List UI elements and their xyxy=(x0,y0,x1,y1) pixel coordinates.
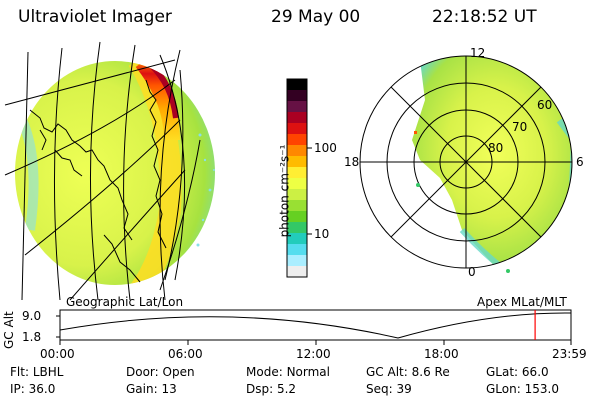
status-dsp: Dsp: 5.2 xyxy=(246,382,297,396)
emission-dot xyxy=(414,131,417,134)
status-ip: IP: 36.0 xyxy=(10,382,56,396)
colorbar-swatch xyxy=(287,233,307,245)
colorbar-swatch xyxy=(287,189,307,201)
emission-dot xyxy=(416,183,420,187)
geographic-map xyxy=(4,41,215,301)
colorbar-swatch xyxy=(287,90,307,102)
orbit-timeline xyxy=(56,309,572,345)
status-gc-alt: GC Alt: 8.6 Re xyxy=(366,365,450,379)
timeline-frame xyxy=(59,309,572,341)
emission-dot xyxy=(506,269,510,273)
colorbar-tick-label-100: 100 xyxy=(314,141,337,155)
instrument-title: Ultraviolet Imager xyxy=(18,7,172,27)
colorbar-tick-label-10: 10 xyxy=(314,227,330,241)
colorbar-swatch xyxy=(287,123,307,135)
colorbar-swatch xyxy=(287,112,307,124)
auroral-oval-emission xyxy=(135,61,180,141)
status-glon: GLon: 153.0 xyxy=(486,382,559,396)
colorbar-swatch xyxy=(287,79,307,91)
colorbar-swatch xyxy=(287,178,307,190)
colorbar xyxy=(286,78,312,278)
status-door: Door: Open xyxy=(126,365,195,379)
timeline-x-tick-2359: 23:59 xyxy=(552,347,587,361)
timeline-x-tick-1200: 12:00 xyxy=(296,347,331,361)
mlt-label-12: 12 xyxy=(470,46,486,60)
colorbar-swatch xyxy=(287,255,307,267)
mlt-label-18: 18 xyxy=(344,155,360,169)
status-gain: Gain: 13 xyxy=(126,382,177,396)
colorbar-swatch xyxy=(287,167,307,179)
colorbar-swatches xyxy=(287,79,307,278)
coastlines xyxy=(29,79,167,283)
polar-emission-region xyxy=(412,56,572,268)
colorbar-frame xyxy=(286,78,308,278)
status-seq: Seq: 39 xyxy=(366,382,412,396)
polar-grid xyxy=(359,55,573,269)
image-time: 22:18:52 UT xyxy=(432,7,537,27)
colorbar-swatch xyxy=(287,156,307,168)
status-mode: Mode: Normal xyxy=(246,365,330,379)
mlat-label-80: 80 xyxy=(488,141,504,155)
colorbar-label: photon cm⁻²s⁻¹ xyxy=(277,144,292,238)
status-glat: GLat: 66.0 xyxy=(486,365,549,379)
colorbar-swatch xyxy=(287,134,307,146)
timeline-x-tick-0600: 06:00 xyxy=(168,347,203,361)
timeline-y-tick-min: 1.8 xyxy=(22,330,42,344)
colorbar-swatch xyxy=(287,266,307,278)
colorbar-swatch xyxy=(287,145,307,157)
limb-noise-specks xyxy=(196,133,215,247)
apex-caption: Apex MLat/MLT xyxy=(477,295,567,309)
geographic-caption: Geographic Lat/Lon xyxy=(66,295,184,309)
timeline-axis-label: GC Alt xyxy=(2,311,16,349)
timeline-x-tick-0000: 00:00 xyxy=(40,347,75,361)
colorbar-swatch xyxy=(287,211,307,223)
timeline-x-tick-1800: 18:00 xyxy=(424,347,459,361)
colorbar-swatch xyxy=(287,101,307,113)
timeline-y-tick-max: 9.0 xyxy=(22,309,42,323)
mlat-label-60: 60 xyxy=(537,98,553,112)
apex-polar-plot xyxy=(359,55,573,273)
colorbar-swatch xyxy=(287,244,307,256)
mlt-label-0: 0 xyxy=(468,265,476,279)
gc-altitude-curve xyxy=(59,312,572,339)
image-date: 29 May 00 xyxy=(271,7,361,27)
mlat-label-70: 70 xyxy=(512,120,528,134)
colorbar-swatch xyxy=(287,222,307,234)
colorbar-swatch xyxy=(287,200,307,212)
mlt-label-6: 6 xyxy=(576,155,584,169)
status-filter: Flt: LBHL xyxy=(10,365,64,379)
